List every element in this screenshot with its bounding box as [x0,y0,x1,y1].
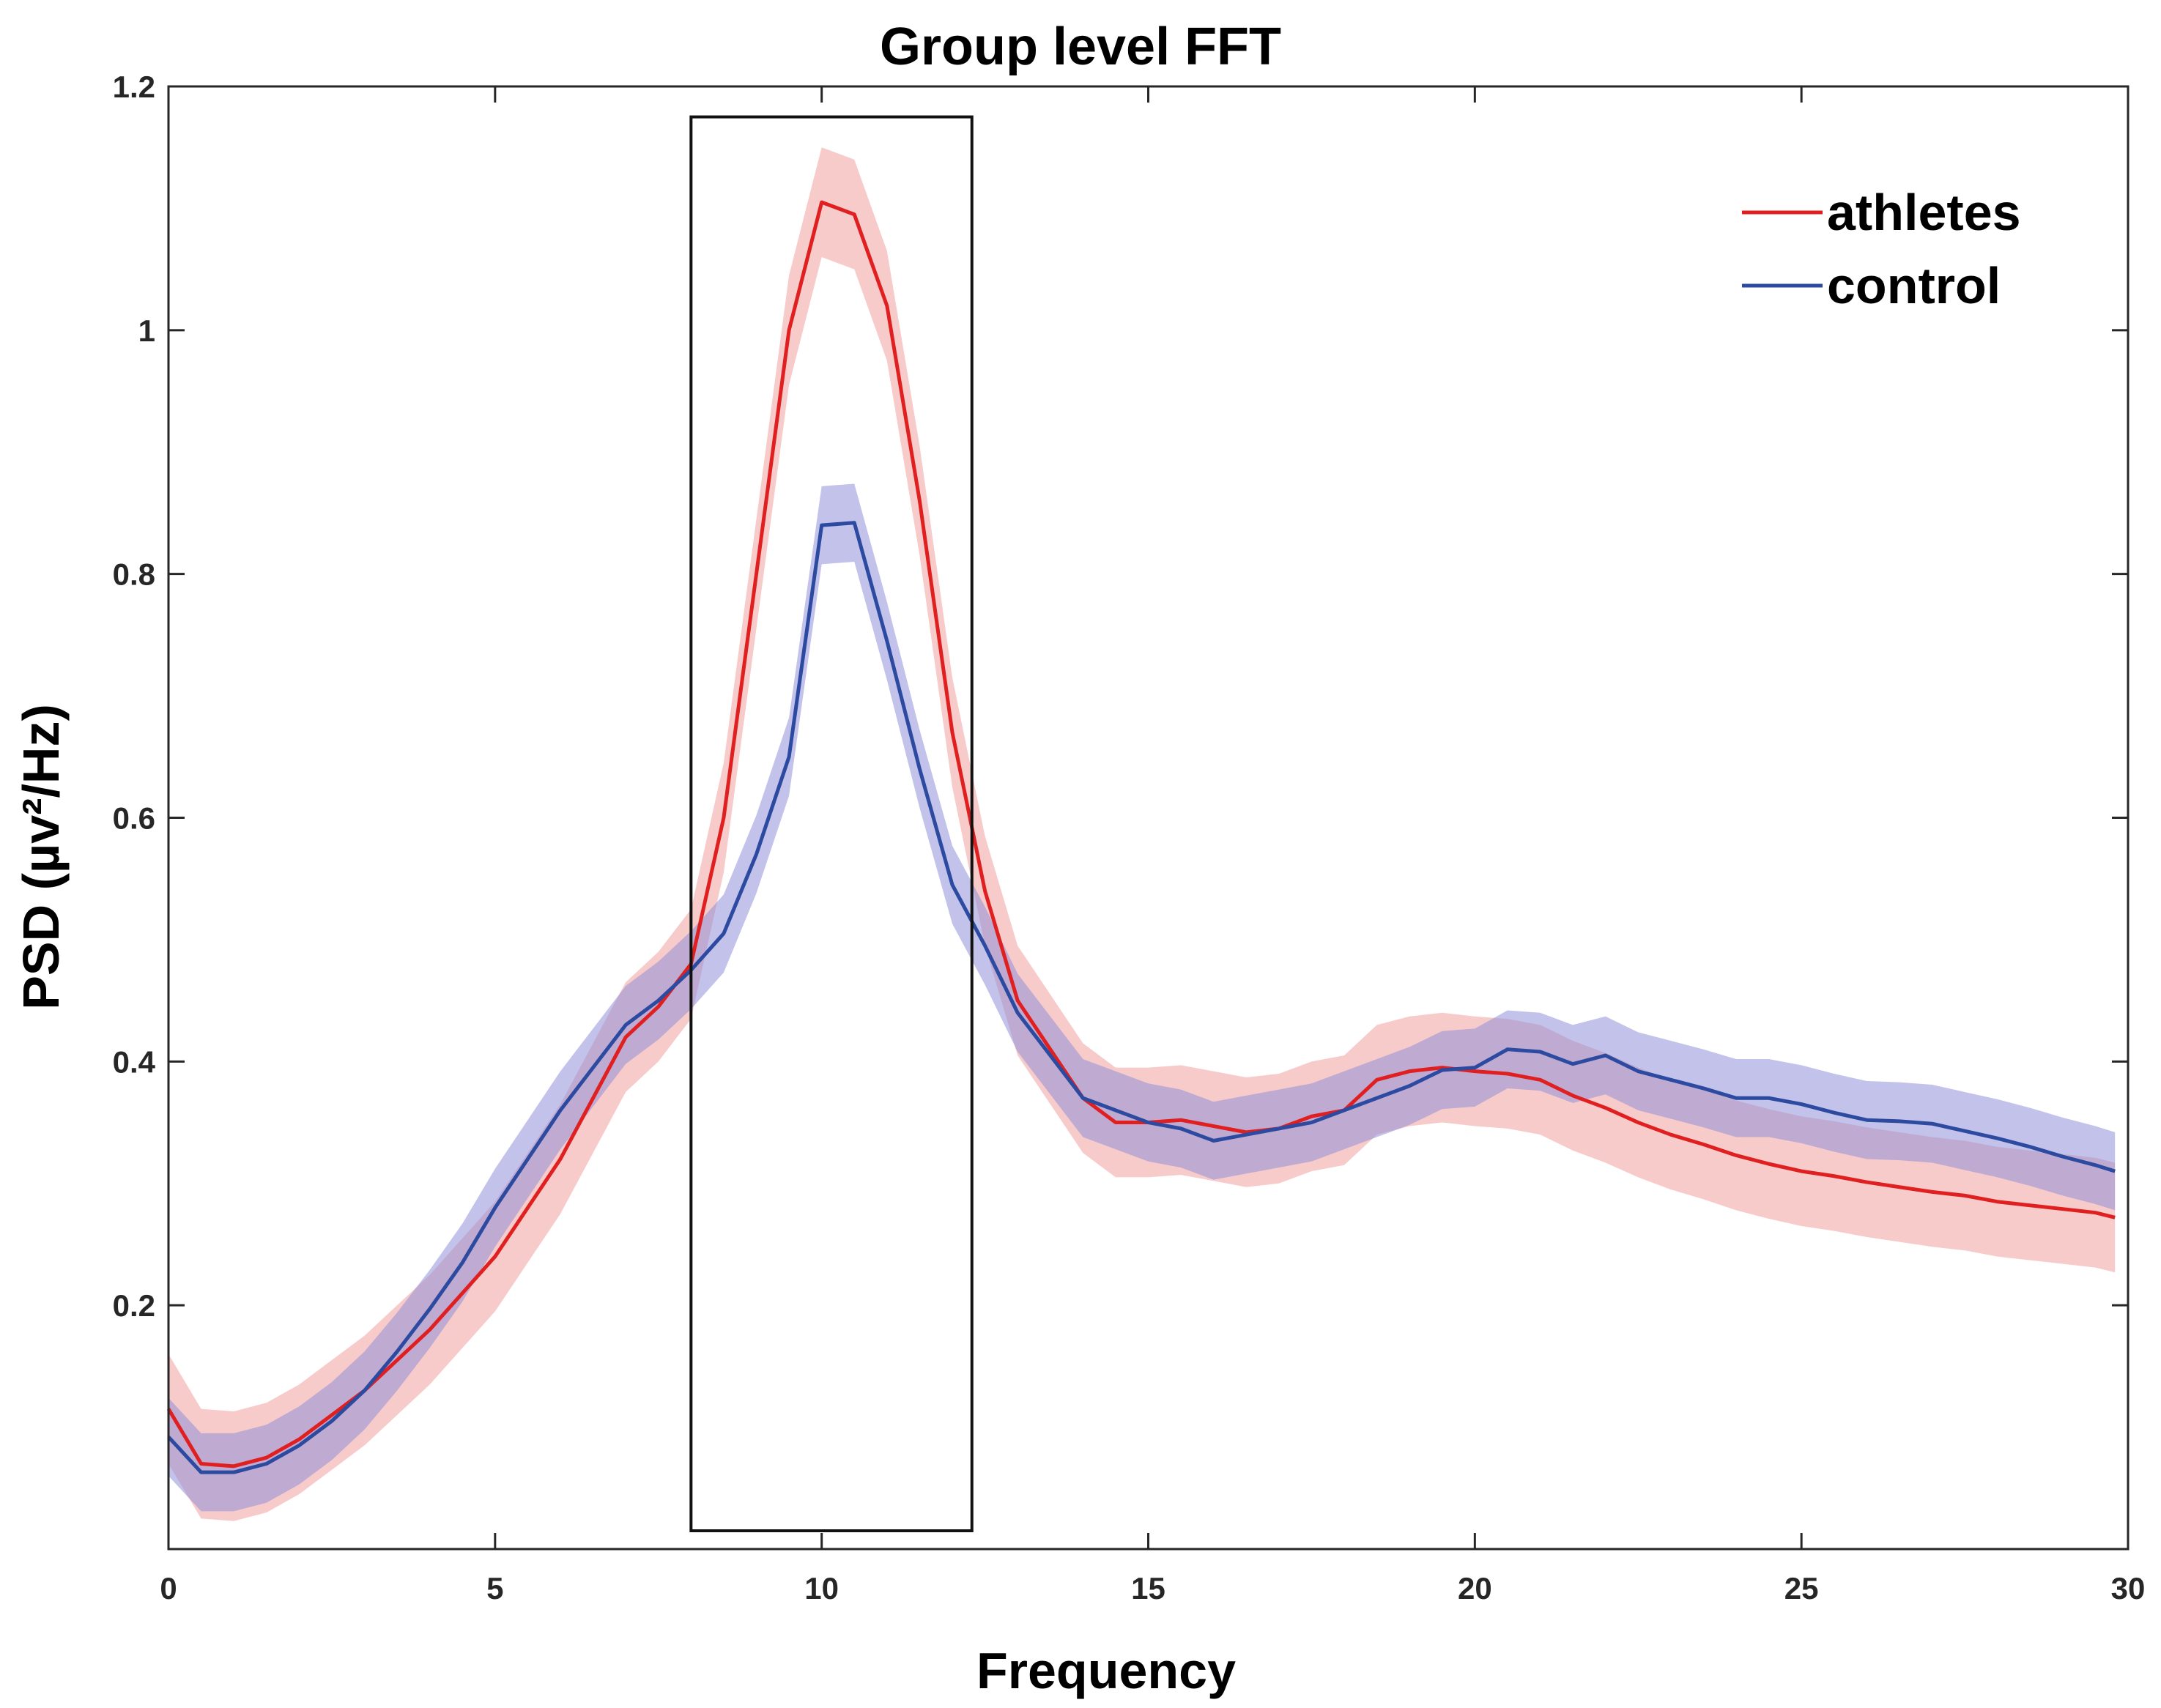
x-axis-ticks: 0 5 10 15 20 25 30 [160,86,2145,1605]
y-tick-label: 0.4 [113,1044,156,1079]
control-confidence-band [168,483,2116,1512]
series-lines [166,200,2116,1474]
confidence-bands [168,147,2116,1521]
x-tick-label: 20 [1458,1571,1492,1605]
x-tick-label: 30 [2111,1571,2146,1605]
control-series-line [167,521,2116,1474]
athletes-confidence-band [168,147,2116,1521]
x-tick-label: 0 [160,1571,177,1605]
x-tick-label: 5 [486,1571,503,1605]
y-tick-label: 0.8 [113,557,155,592]
x-tick-label: 15 [1131,1571,1165,1605]
alpha-band-highlight-box [689,115,974,1533]
y-tick-label: 1.2 [113,70,155,104]
y-axis-label: PSD (µv²/Hz) [12,704,70,1010]
control-legend-label: control [1827,257,2001,314]
legend: athletes control [1742,184,2021,314]
chart-title: Group level FFT [880,18,1281,76]
x-tick-label: 10 [804,1571,839,1605]
y-tick-label: 0.6 [113,801,155,836]
x-tick-label: 25 [1784,1571,1819,1605]
y-axis-ticks: 0.2 0.4 0.6 0.8 1 1.2 [113,70,2128,1323]
y-tick-label: 0.2 [113,1288,155,1323]
y-tick-label: 1 [138,313,155,348]
athletes-legend-label: athletes [1827,184,2021,241]
x-axis-label: Frequency [976,1642,1236,1699]
